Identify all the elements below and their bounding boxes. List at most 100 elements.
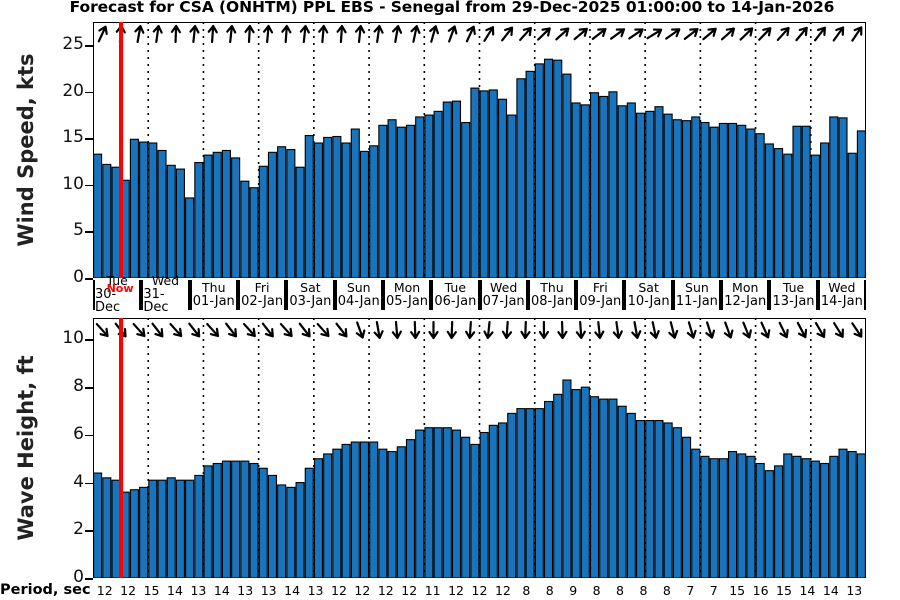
bar — [691, 448, 701, 578]
wind-direction-arrow-icon — [134, 25, 145, 43]
wind-y-tick-label: 25 — [62, 34, 84, 55]
bar — [801, 458, 811, 578]
bar — [240, 180, 250, 278]
day-date: 06-Jan — [434, 293, 477, 309]
wind-direction-arrow-icon — [262, 24, 274, 44]
day-axis-cell: Thu 08-Jan — [527, 280, 577, 310]
bar — [635, 420, 646, 578]
bar — [332, 448, 342, 578]
wind-y-tick-mark — [85, 138, 93, 140]
bar — [507, 114, 517, 278]
bar — [129, 489, 139, 578]
day-axis-cell: Sat 03-Jan — [286, 280, 335, 310]
wind-direction-arrow-icon — [206, 322, 220, 338]
wave-y-axis-label: Wave Height, ft — [14, 355, 38, 541]
bar — [497, 422, 508, 578]
day-axis-cell: Thu 01-Jan — [189, 280, 238, 310]
bar — [755, 462, 765, 578]
bar — [553, 393, 563, 578]
period-value: 13 — [260, 583, 277, 598]
wind-direction-arrow-icon — [355, 321, 366, 339]
bar — [102, 477, 112, 578]
wind-direction-arrow-icon — [646, 28, 663, 40]
wind-direction-arrow-icon — [778, 321, 789, 339]
bar — [286, 486, 296, 578]
day-name: Mon — [732, 280, 759, 295]
bar — [645, 420, 655, 578]
wind-direction-arrow-icon — [465, 320, 476, 340]
day-axis-cell: Tue 13-Jan — [769, 280, 818, 310]
bar — [783, 153, 793, 278]
day-axis-cell: Wed 07-Jan — [479, 280, 528, 310]
bar — [626, 412, 636, 578]
wind-direction-arrow-icon — [833, 322, 844, 338]
period-value: 8 — [522, 583, 531, 598]
bar — [175, 479, 185, 578]
bar — [267, 151, 277, 278]
bar — [424, 427, 434, 578]
wind-direction-arrow-icon — [97, 25, 108, 43]
bar — [387, 451, 397, 578]
bar — [718, 458, 728, 578]
day-name: Tue — [782, 280, 805, 295]
bar — [304, 467, 314, 578]
period-value: 8 — [616, 583, 624, 598]
bar — [617, 105, 627, 278]
wind-direction-arrow-icon — [720, 27, 736, 41]
wave-now-line — [118, 318, 123, 578]
period-value: 14 — [284, 583, 301, 598]
wind-direction-arrow-icon — [519, 26, 532, 42]
bar — [166, 164, 176, 278]
day-date: 31-Dec — [143, 287, 169, 316]
period-value: 12 — [377, 583, 394, 598]
bar — [856, 453, 866, 578]
day-date: 03-Jan — [289, 293, 332, 309]
wind-direction-arrow-icon — [410, 320, 421, 340]
wind-y-tick-label: 10 — [62, 173, 84, 194]
bar — [258, 467, 268, 578]
day-name: Sat — [638, 280, 659, 295]
wind-y-tick-mark — [85, 231, 93, 233]
wind-direction-arrow-icon — [95, 322, 109, 338]
chart-title: Forecast for CSA (ONHTM) PPL EBS - Seneg… — [69, 0, 835, 16]
wind-direction-arrow-icon — [814, 321, 826, 339]
period-value: 7 — [686, 583, 695, 598]
bar — [838, 448, 848, 578]
wind-y-tick-label: 20 — [62, 80, 84, 101]
wind-y-tick-mark — [85, 45, 93, 47]
bar — [617, 405, 627, 578]
wind-direction-arrow-icon — [225, 322, 238, 338]
wave-y-tick-label: 2 — [73, 519, 84, 540]
bar — [672, 119, 682, 278]
bar — [728, 451, 738, 578]
bar — [359, 441, 370, 578]
period-value: 14 — [167, 583, 183, 598]
wind-direction-arrow-icon — [555, 27, 570, 41]
wind-direction-arrow-icon — [299, 24, 310, 44]
wind-direction-arrow-icon — [188, 322, 201, 338]
day-axis-cell: Wed 31-Dec — [141, 275, 190, 314]
bar — [718, 122, 728, 278]
bar — [378, 448, 388, 578]
wind-now-line — [118, 22, 123, 278]
period-value: 7 — [709, 583, 718, 598]
wind-direction-arrow-icon — [665, 28, 681, 40]
bar — [240, 460, 250, 578]
day-name: Tue — [444, 280, 467, 295]
wind-direction-arrow-icon — [742, 321, 752, 339]
wind-direction-arrow-icon — [207, 24, 218, 44]
bar — [212, 462, 222, 578]
wind-direction-arrow-icon — [723, 321, 734, 339]
wave-y-tick-label: 8 — [73, 376, 84, 397]
wind-direction-arrow-icon — [391, 320, 402, 340]
day-axis-cell: Mon 12-Jan — [721, 280, 770, 310]
period-axis-label: Period, sec — [0, 582, 91, 598]
bar — [185, 479, 195, 578]
period-value: 8 — [545, 583, 554, 598]
bar — [746, 455, 756, 578]
wind-direction-arrow-icon — [169, 322, 183, 338]
day-date: 12-Jan — [724, 293, 767, 309]
bar — [350, 441, 360, 578]
day-axis-cell: Fri 02-Jan — [237, 280, 287, 310]
day-date: 05-Jan — [386, 293, 429, 309]
